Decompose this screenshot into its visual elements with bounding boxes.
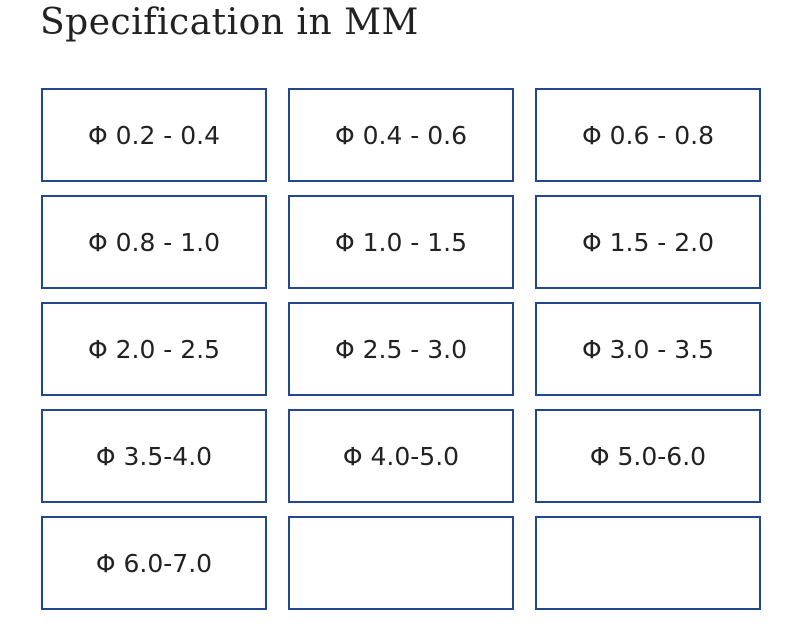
size-cell: Φ 3.0 - 3.5 xyxy=(535,302,761,396)
size-cell: Φ 0.6 - 0.8 xyxy=(535,88,761,182)
size-cell: Φ 0.4 - 0.6 xyxy=(288,88,514,182)
size-cell: Φ 4.0-5.0 xyxy=(288,409,514,503)
size-cell: Φ 2.0 - 2.5 xyxy=(41,302,267,396)
size-cell: Φ 6.0-7.0 xyxy=(41,516,267,610)
size-cell: Φ 0.8 - 1.0 xyxy=(41,195,267,289)
size-cell: Φ 1.5 - 2.0 xyxy=(535,195,761,289)
size-cell: Φ 3.5-4.0 xyxy=(41,409,267,503)
empty-cell xyxy=(288,516,514,610)
empty-cell xyxy=(535,516,761,610)
size-cell: Φ 5.0-6.0 xyxy=(535,409,761,503)
size-cell: Φ 0.2 - 0.4 xyxy=(41,88,267,182)
title: Specification in MM xyxy=(40,2,419,43)
size-cell: Φ 2.5 - 3.0 xyxy=(288,302,514,396)
size-cell: Φ 1.0 - 1.5 xyxy=(288,195,514,289)
size-grid: Φ 0.2 - 0.4 Φ 0.4 - 0.6 Φ 0.6 - 0.8 Φ 0.8 -… xyxy=(41,88,761,610)
